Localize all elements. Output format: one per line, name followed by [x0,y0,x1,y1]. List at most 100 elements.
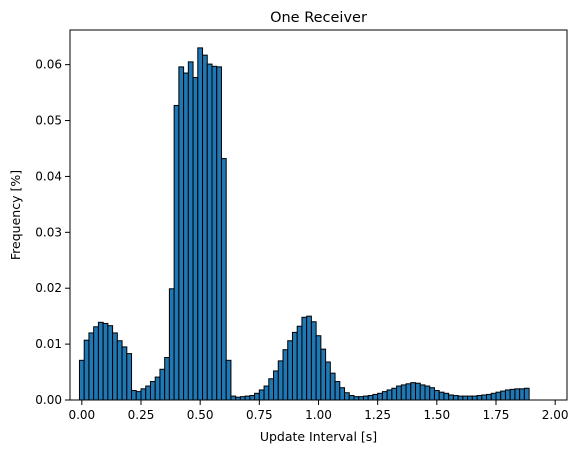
histogram-bar [135,391,142,401]
histogram-bar [249,395,256,401]
histogram-bar [268,378,275,401]
histogram-bar [348,395,355,401]
histogram-bar [329,372,336,401]
histogram-bar [495,391,502,401]
histogram-bar [116,340,123,401]
y-tick-label: 0.00 [35,393,62,407]
y-tick-label: 0.01 [35,337,62,351]
histogram-bar [438,391,445,401]
histogram-bar [168,288,175,401]
histogram-bar [467,395,473,401]
histogram-bar [448,394,454,401]
histogram-bar [504,389,511,401]
histogram-bar [192,77,199,401]
histogram-bar [523,387,530,401]
histogram-bar [519,388,525,401]
y-tick-label: 0.03 [35,225,62,239]
histogram-bar [225,359,232,401]
histogram-bar [154,376,161,401]
histogram-bar [471,395,478,401]
histogram-bar [500,390,506,401]
histogram-bar [310,321,317,401]
x-tick-label: 0.00 [68,408,95,422]
histogram-bar [258,389,265,401]
histogram-bar [126,353,133,401]
x-axis-label: Update Interval [s] [260,429,377,444]
histogram-bar [216,66,222,401]
histogram-bar [131,389,137,401]
histogram-bar [415,382,421,401]
histogram-bar [391,387,398,401]
x-tick-label: 0.50 [187,408,214,422]
histogram-bar [476,395,483,401]
histogram-bar [206,63,213,401]
histogram-bar [88,332,95,401]
x-tick-label: 2.00 [542,408,569,422]
y-tick-label: 0.04 [35,169,62,183]
y-tick-label: 0.06 [35,58,62,72]
histogram-bar [244,395,251,401]
histogram-bar [83,339,90,401]
histogram-bar [107,325,114,401]
histogram-bar [362,395,369,401]
histogram-bar [410,382,417,401]
histogram-bar [344,392,350,401]
histogram-bar [254,392,260,401]
chart-title: One Receiver [270,10,367,26]
histogram-bar [159,368,166,401]
histogram-bar [419,384,426,401]
histogram-bar [367,395,374,401]
histogram-bar [315,335,322,401]
histogram-bar [277,360,284,401]
histogram-bar [396,385,402,401]
histogram-bar [400,384,407,401]
histogram-bar [291,331,298,401]
histogram-bar [462,395,469,401]
histogram-bar [202,54,208,401]
histogram-bar [457,395,464,401]
histogram-bar [306,315,312,401]
histogram-bar [149,381,156,401]
histogram-bar [490,392,497,401]
histogram-bar [358,396,364,401]
histogram-bar [121,346,128,401]
plot-frame [69,29,568,401]
histogram-bar [183,72,189,401]
histogram-bar [296,325,303,401]
histogram-bar [386,389,393,401]
histogram-bar [230,395,237,401]
histogram-bar [263,385,270,401]
histogram-bar [334,381,341,401]
histogram-bar [452,395,459,401]
histogram-bar [78,359,85,401]
histogram-bar [509,388,516,401]
histogram-bar [339,387,346,401]
x-tick-label: 0.25 [128,408,155,422]
histogram-bar [372,393,379,401]
histogram-bar [282,349,289,401]
y-axis-ticks: 0.00 0.01 0.02 0.03 0.04 0.05 0.06 [35,58,70,407]
histogram-bar [301,316,308,401]
histogram-bar [287,340,293,401]
histogram-bar [211,65,218,401]
histogram-bar [325,361,331,401]
histogram-bar [433,389,440,401]
histogram-bar [112,332,118,401]
histogram-bar [377,392,383,401]
histogram-bar [164,357,170,401]
histogram-bar [97,321,104,401]
bars-group [78,47,530,401]
x-tick-label: 1.50 [423,408,450,422]
x-tick-label: 1.00 [305,408,332,422]
histogram-bar [273,370,279,401]
histogram-bar [145,385,151,401]
histogram-bar [381,391,388,401]
histogram-bar [173,104,180,401]
histogram-bar [443,392,450,401]
histogram-bar [353,396,360,401]
x-tick-label: 0.75 [246,408,273,422]
histogram-bar [320,348,327,401]
histogram-bar [197,47,204,401]
histogram-bar [424,385,431,401]
